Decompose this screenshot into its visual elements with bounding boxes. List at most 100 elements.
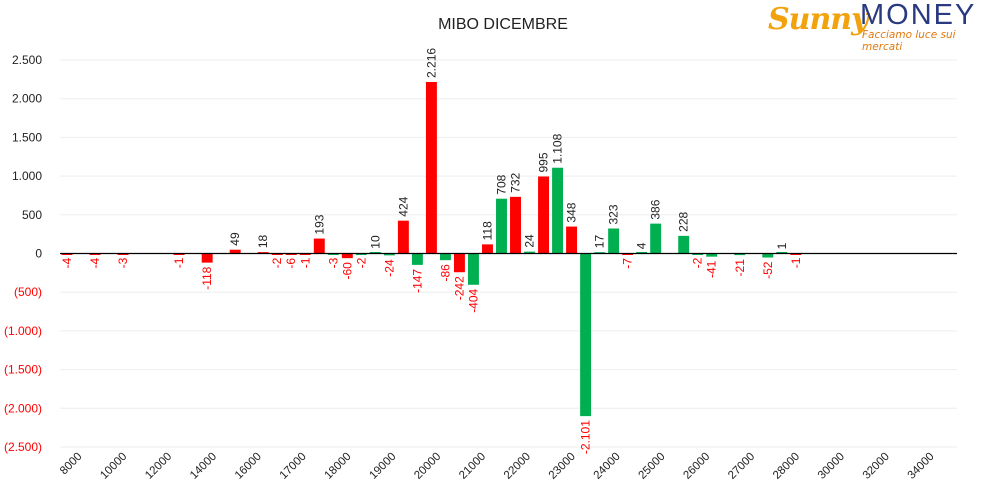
data-label: 193 [312, 214, 326, 234]
bar-green [552, 167, 564, 254]
bars [61, 81, 802, 417]
bar-green [496, 198, 507, 254]
x-axis: 8000 10000 12000 14000 16000 17000 18000 19000 2… [58, 252, 957, 482]
logo-money-text: MONEY [860, 0, 977, 31]
data-label: 18 [256, 234, 270, 248]
data-label: 708 [494, 174, 508, 194]
data-label: -118 [200, 266, 214, 289]
data-label: -2 [270, 257, 284, 268]
data-label: 732 [509, 172, 523, 192]
y-tick-label: 1.500 [12, 130, 42, 144]
x-tick-label: 24000 [592, 451, 623, 482]
data-label: 118 [480, 221, 494, 240]
chart-title: MIBO DICEMBRE [438, 16, 568, 33]
x-tick-label: 23000 [547, 451, 578, 482]
bar-green [608, 228, 620, 254]
data-label: 17 [593, 235, 607, 249]
data-label: 1.108 [551, 133, 565, 163]
bar-red [538, 176, 550, 254]
x-tick-label: 10000 [98, 451, 129, 482]
data-label: -4 [88, 257, 102, 268]
gridlines [60, 59, 957, 448]
y-axis: 2.500 2.000 1.500 1.000 500 0 (500) (1.000) (1.5… [4, 53, 42, 454]
data-label: 24 [523, 234, 537, 248]
bar-red [482, 244, 493, 254]
bar-green [355, 253, 367, 255]
bar-red [299, 253, 311, 255]
x-tick-label: 28000 [771, 451, 802, 482]
data-label: -24 [382, 259, 396, 277]
x-tick-label: 12000 [143, 451, 174, 482]
data-label: -41 [705, 260, 719, 278]
y-tick-label: (2.000) [4, 401, 42, 415]
data-label: 4 [635, 242, 649, 249]
data-label: 386 [649, 199, 663, 219]
y-tick-label: (500) [14, 285, 42, 299]
y-tick-label: 2.500 [12, 53, 42, 67]
data-label: -404 [466, 288, 480, 312]
data-label: -86 [438, 264, 452, 282]
x-tick-label: 8000 [58, 451, 85, 478]
x-tick-label: 27000 [726, 451, 757, 482]
bar-red [201, 253, 213, 263]
bar-red [790, 253, 802, 255]
data-label: -2.101 [579, 420, 593, 454]
data-label: -3 [326, 257, 340, 268]
bar-red [453, 253, 465, 273]
y-tick-label: 500 [22, 208, 42, 222]
data-label: 2.216 [424, 48, 438, 78]
bar-red [397, 220, 409, 254]
bar-red [229, 249, 241, 254]
bar-green [524, 251, 535, 254]
data-label: -60 [340, 262, 354, 280]
data-label: -7 [621, 258, 635, 269]
y-tick-label: (2.500) [4, 440, 42, 454]
data-label: 348 [565, 202, 579, 222]
data-label: -21 [733, 259, 747, 277]
x-tick-label: 18000 [323, 451, 354, 482]
y-tick-label: (1.500) [4, 363, 42, 377]
data-label: -3 [116, 257, 130, 268]
bar-red [425, 81, 437, 254]
bar-red [117, 253, 129, 255]
bar-red [622, 253, 634, 255]
x-tick-label: 17000 [278, 451, 309, 482]
data-label: 995 [537, 152, 551, 172]
x-tick-label: 22000 [502, 451, 533, 482]
y-tick-label: 2.000 [12, 92, 42, 106]
bar-green [580, 253, 592, 417]
bar-green [411, 253, 423, 265]
data-label: -1 [298, 257, 312, 268]
bar-red [313, 238, 325, 254]
bar-red [257, 252, 269, 254]
data-label: 228 [677, 212, 691, 232]
data-label: -242 [452, 276, 466, 300]
bar-green [734, 253, 746, 256]
sunny-money-logo: Sunny MONEY Facciamo luce sui mercati [768, 0, 990, 53]
bar-red [566, 226, 578, 254]
data-label: -2 [354, 257, 368, 268]
x-tick-label: 16000 [233, 451, 264, 482]
bar-green [762, 253, 774, 258]
data-label: 1 [775, 242, 789, 249]
logo-tagline: Facciamo luce sui mercati [862, 29, 956, 53]
data-label: -6 [284, 258, 298, 269]
bar-green [776, 252, 788, 254]
bar-green [636, 252, 648, 254]
x-tick-label: 32000 [861, 451, 892, 482]
bar-red [61, 253, 73, 255]
bar-red [341, 253, 353, 259]
x-tick-label: 20000 [412, 451, 443, 482]
logo-sunny-text: Sunny [768, 2, 869, 37]
x-tick-label: 26000 [681, 451, 712, 482]
bar-red [173, 253, 185, 255]
data-label: -4 [60, 257, 74, 268]
data-label: 49 [228, 232, 242, 246]
x-tick-label: 34000 [906, 451, 937, 482]
bar-green [439, 253, 451, 261]
bar-green [594, 252, 606, 254]
bar-green [678, 235, 690, 254]
data-label: -1 [789, 257, 803, 268]
